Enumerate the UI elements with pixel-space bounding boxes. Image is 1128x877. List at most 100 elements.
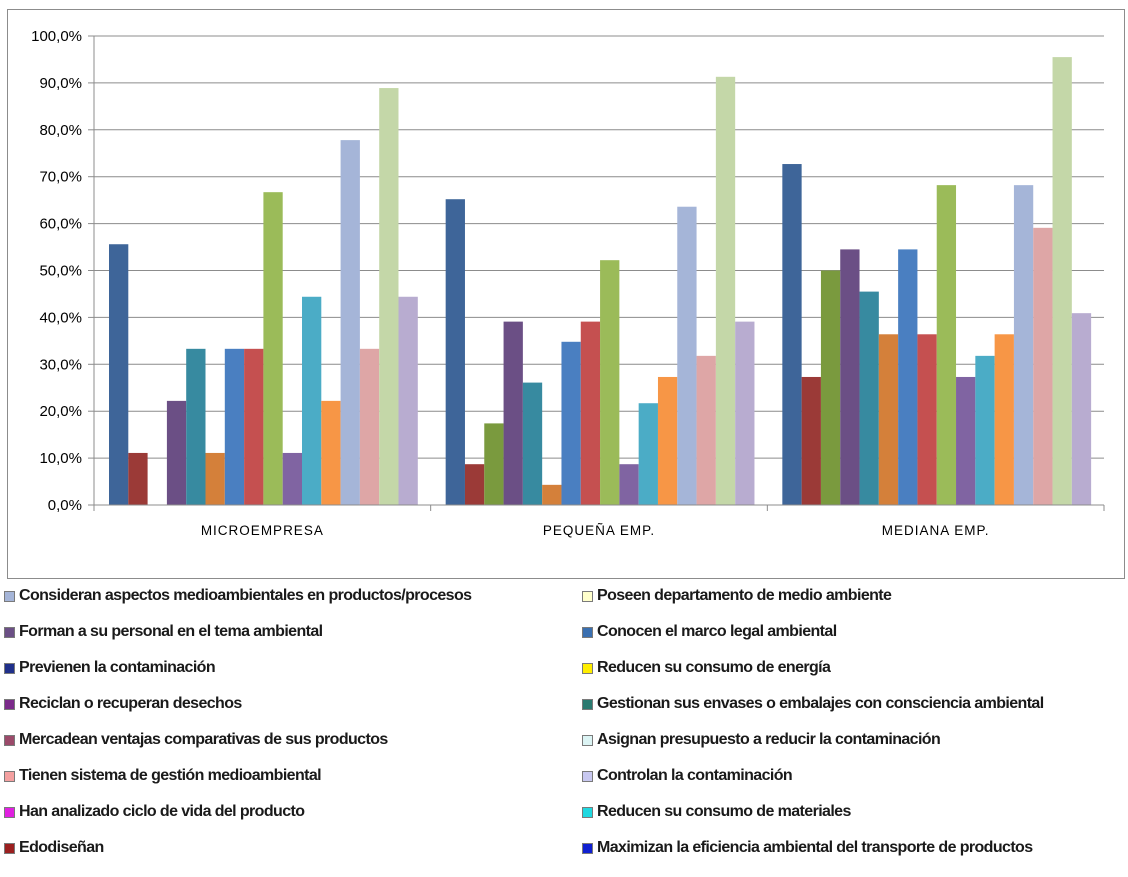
legend-swatch: [582, 734, 593, 746]
legend-item: Previenen la contaminación: [4, 657, 216, 679]
legend: Consideran aspectos medioambientales en …: [0, 580, 1128, 877]
legend-label: Maximizan la eficiencia ambiental del tr…: [597, 839, 1033, 856]
bar: [244, 348, 264, 505]
bar: [696, 355, 716, 505]
legend-swatch: [4, 590, 15, 602]
bar: [840, 249, 860, 505]
bar: [917, 334, 937, 505]
legend-swatch: [4, 662, 15, 674]
bar: [677, 206, 697, 505]
legend-item: Conocen el marco legal ambiental: [582, 621, 837, 643]
bar: [1033, 227, 1053, 506]
legend-swatch: [4, 770, 15, 782]
bar: [340, 140, 360, 506]
bar: [186, 348, 206, 505]
bar: [321, 400, 341, 505]
y-tick-label: 90,0%: [39, 75, 82, 92]
bar: [1013, 185, 1034, 505]
bar: [484, 423, 504, 505]
bar: [859, 291, 879, 505]
legend-swatch: [4, 842, 15, 854]
y-tick-label: 100,0%: [31, 28, 82, 45]
bar: [166, 400, 187, 505]
legend-item: Tienen sistema de gestión medioambiental: [4, 765, 322, 787]
x-category-label: PEQUEÑA EMP.: [543, 523, 655, 538]
legend-label: Reducen su consumo de energía: [597, 659, 831, 676]
y-tick-label: 10,0%: [39, 450, 82, 467]
bar: [898, 249, 918, 505]
y-tick-label: 50,0%: [39, 263, 82, 280]
legend-item: Han analizado ciclo de vida del producto: [4, 801, 305, 823]
bar: [580, 321, 601, 505]
bar: [205, 452, 225, 505]
legend-item: Reducen su consumo de energía: [582, 657, 831, 679]
legend-label: Reducen su consumo de materiales: [597, 803, 851, 820]
bar: [782, 164, 802, 506]
legend-swatch: [582, 590, 593, 602]
legend-swatch: [582, 662, 593, 674]
bar: [1052, 57, 1072, 505]
bar: [657, 376, 678, 505]
bar: [282, 452, 302, 505]
y-tick-label: 60,0%: [39, 216, 82, 233]
bar: [561, 341, 581, 505]
bar: [379, 88, 399, 506]
legend-swatch: [582, 770, 593, 782]
chart-area: 0,0% 10,0% 20,0% 30,0% 40,0% 50,0% 60,0% 70,0% 8…: [7, 9, 1125, 579]
bar: [224, 348, 245, 505]
legend-swatch: [582, 842, 593, 854]
bar: [302, 296, 322, 505]
legend-swatch: [4, 734, 15, 746]
legend-label: Gestionan sus envases o embalajes con co…: [597, 695, 1044, 712]
bar: [878, 334, 899, 505]
legend-item: Poseen departamento de medio ambiente: [582, 585, 892, 607]
bar: [503, 321, 523, 505]
y-tick-label: 80,0%: [39, 122, 82, 139]
bar: [1071, 313, 1092, 505]
bar: [735, 321, 755, 505]
bar: [801, 376, 821, 505]
legend-swatch: [4, 698, 15, 710]
x-axis-categories: MICROEMPRESA PEQUEÑA EMP. MEDIANA EMP.: [201, 523, 989, 538]
bar: [715, 76, 736, 505]
legend-item: Mercadean ventajas comparativas de sus p…: [4, 729, 388, 751]
y-axis-ticks: 0,0% 10,0% 20,0% 30,0% 40,0% 50,0% 60,0% 70,0% 8…: [31, 28, 94, 514]
y-tick-label: 40,0%: [39, 309, 82, 326]
legend-swatch: [4, 806, 15, 818]
bars: [109, 57, 1092, 506]
legend-label: Conocen el marco legal ambiental: [597, 623, 837, 640]
bar: [445, 199, 465, 505]
bar: [359, 348, 380, 505]
bar: [263, 192, 283, 505]
bar: [464, 464, 485, 505]
legend-swatch: [582, 698, 593, 710]
y-tick-label: 0,0%: [48, 497, 82, 514]
bar: [398, 296, 418, 505]
bar: [638, 403, 658, 505]
legend-label: Reciclan o recuperan desechos: [19, 695, 242, 712]
y-tick-label: 30,0%: [39, 356, 82, 373]
bar: [820, 270, 841, 505]
axes: [93, 36, 1105, 511]
legend-item: Asignan presupuesto a reducir la contami…: [582, 729, 941, 751]
bar: [600, 260, 620, 505]
bar: [522, 382, 543, 505]
legend-item: Maximizan la eficiencia ambiental del tr…: [582, 837, 1033, 859]
bar: [619, 464, 639, 505]
legend-item: Consideran aspectos medioambientales en …: [4, 585, 472, 607]
legend-label: Controlan la contaminación: [597, 767, 793, 784]
legend-item: Gestionan sus envases o embalajes con co…: [582, 693, 1044, 715]
y-tick-label: 70,0%: [39, 169, 82, 186]
legend-item: Forman a su personal en el tema ambienta…: [4, 621, 323, 643]
bar: [542, 484, 562, 505]
legend-item: Edodiseñan: [4, 837, 104, 859]
bar: [109, 244, 129, 505]
legend-swatch: [4, 626, 15, 638]
bar-chart: 0,0% 10,0% 20,0% 30,0% 40,0% 50,0% 60,0% 70,0% 8…: [31, 28, 1105, 538]
legend-label: Han analizado ciclo de vida del producto: [19, 803, 305, 820]
legend-label: Consideran aspectos medioambientales en …: [19, 587, 472, 604]
legend-label: Mercadean ventajas comparativas de sus p…: [19, 731, 388, 748]
legend-swatch: [582, 806, 593, 818]
legend-label: Poseen departamento de medio ambiente: [597, 587, 892, 604]
legend-label: Forman a su personal en el tema ambienta…: [19, 623, 323, 640]
